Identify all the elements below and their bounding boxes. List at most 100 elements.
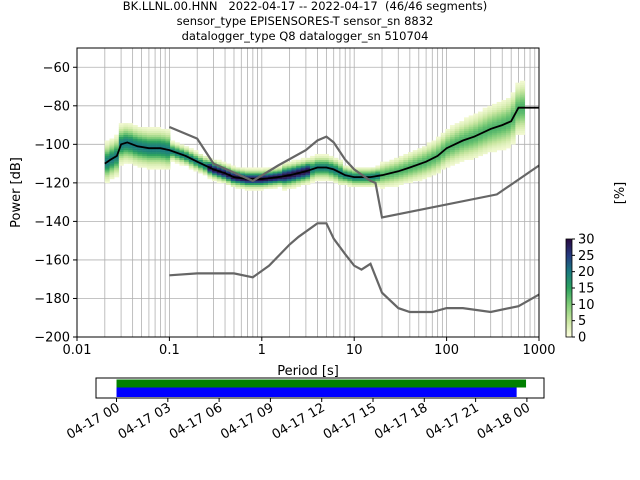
heatmap-cell: [506, 113, 511, 116]
heatmap-cell: [510, 113, 516, 116]
heatmap-cell: [319, 167, 325, 170]
heatmap-cell: [146, 140, 152, 143]
heatmap-cell: [445, 152, 451, 155]
heatmap-cell: [207, 163, 213, 166]
heatmap-cell: [468, 130, 474, 133]
heatmap-cell: [501, 121, 507, 124]
heatmap-cell: [179, 161, 185, 164]
heatmap-cell: [282, 188, 288, 191]
heatmap-cell: [496, 126, 502, 130]
heatmap-cell: [506, 119, 511, 122]
heatmap-cell: [417, 150, 423, 153]
heatmap-cell: [286, 165, 292, 168]
heatmap-cell: [431, 153, 437, 157]
heatmap-cell: [282, 179, 288, 182]
heatmap-cell: [426, 152, 432, 155]
heatmap-cell: [235, 186, 241, 189]
heatmap-cell: [132, 152, 138, 155]
heatmap-cell: [520, 92, 525, 95]
heatmap-cell: [338, 159, 344, 162]
heatmap-cell: [464, 126, 470, 130]
heatmap-cell: [408, 171, 414, 174]
heatmap-cell: [389, 180, 395, 184]
heatmap-cell: [282, 186, 288, 189]
heatmap-cell: [478, 117, 483, 120]
heatmap-cell: [454, 150, 460, 153]
heatmap-cell: [324, 163, 330, 166]
heatmap-cell: [478, 119, 483, 122]
heatmap-cell: [142, 144, 148, 147]
heatmap-cell: [128, 126, 134, 130]
heatmap-cell: [170, 142, 176, 145]
heatmap-cell: [249, 184, 255, 187]
heatmap-cell: [515, 130, 521, 133]
heatmap-cell: [496, 140, 502, 143]
colorbar-tick-label: 10: [578, 298, 595, 313]
heatmap-cell: [286, 173, 292, 176]
heatmap-cell: [207, 161, 213, 164]
heatmap-cell: [468, 126, 474, 130]
heatmap-cell: [492, 121, 497, 124]
heatmap-cell: [352, 171, 358, 174]
heatmap-cell: [216, 171, 222, 174]
heatmap-cell: [235, 179, 241, 182]
heatmap-cell: [310, 165, 316, 168]
heatmap-cell: [487, 148, 493, 151]
heatmap-cell: [118, 150, 124, 153]
heatmap-cell: [291, 186, 297, 189]
heatmap-cell: [118, 132, 124, 135]
heatmap-cell: [468, 134, 474, 137]
heatmap-cell: [431, 167, 437, 170]
heatmap-cell: [487, 107, 493, 110]
heatmap-cell: [314, 175, 320, 178]
heatmap-cell: [398, 182, 404, 185]
availability-bar: [116, 379, 527, 388]
heatmap-cell: [188, 165, 194, 168]
heatmap-cell: [202, 155, 208, 159]
heatmap-cell: [123, 150, 129, 153]
heatmap-cell: [212, 175, 218, 178]
heatmap-cell: [482, 119, 488, 122]
heatmap-cell: [510, 111, 516, 114]
heatmap-cell: [291, 169, 297, 172]
heatmap-cell: [137, 155, 143, 159]
heatmap-cell: [417, 177, 423, 180]
heatmap-cell: [114, 161, 120, 164]
heatmap-cell: [482, 115, 488, 118]
heatmap-cell: [328, 171, 334, 174]
heatmap-cell: [478, 115, 483, 118]
heatmap-cell: [450, 157, 456, 160]
heatmap-cell: [515, 84, 521, 87]
heatmap-cell: [109, 153, 115, 157]
heatmap-cell: [473, 152, 479, 155]
heatmap-cell: [510, 121, 516, 124]
heatmap-cell: [128, 148, 134, 151]
heatmap-cell: [156, 126, 162, 130]
heatmap-cell: [118, 152, 124, 155]
heatmap-cell: [515, 105, 521, 108]
heatmap-cell: [464, 130, 470, 133]
heatmap-cell: [132, 125, 138, 128]
heatmap-cell: [193, 155, 199, 159]
heatmap-cell: [487, 150, 493, 153]
heatmap-cell: [188, 155, 194, 159]
heatmap-cell: [342, 179, 348, 182]
heatmap-cell: [487, 136, 493, 139]
heatmap-cell: [487, 117, 493, 120]
heatmap-cell: [165, 159, 171, 162]
heatmap-cell: [174, 150, 180, 153]
heatmap-cell: [347, 177, 353, 180]
heatmap-cell: [352, 182, 358, 185]
heatmap-cell: [473, 130, 479, 133]
heatmap-cell: [104, 146, 110, 149]
heatmap-cell: [165, 140, 171, 143]
heatmap-cell: [356, 182, 362, 185]
heatmap-cell: [426, 175, 432, 178]
heatmap-cell: [520, 88, 525, 91]
heatmap-cell: [496, 148, 502, 151]
heatmap-cell: [170, 153, 176, 157]
heatmap-cell: [417, 165, 423, 168]
heatmap-cell: [412, 153, 418, 157]
heatmap-cell: [146, 126, 152, 130]
heatmap-cell: [268, 167, 274, 170]
